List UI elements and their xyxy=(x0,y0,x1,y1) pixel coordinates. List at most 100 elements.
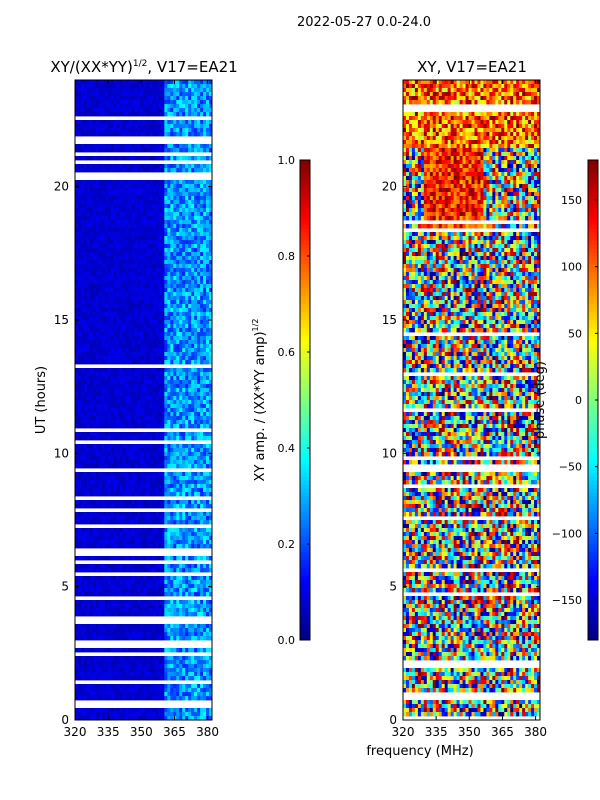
heatmap-cell xyxy=(185,556,189,561)
heatmap-cell xyxy=(167,148,171,153)
heatmap-cell xyxy=(83,264,88,269)
heatmap-cell xyxy=(128,372,132,377)
heatmap-cell xyxy=(89,480,94,485)
heatmap-cell xyxy=(158,348,162,353)
heatmap-cell xyxy=(146,196,150,201)
heatmap-cell xyxy=(128,332,132,337)
heatmap-cell xyxy=(185,564,189,569)
heatmap-cell xyxy=(155,436,159,441)
heatmap-cell xyxy=(158,276,162,281)
heatmap-cell xyxy=(170,460,174,465)
heatmap-cell xyxy=(194,384,198,389)
heatmap-cell xyxy=(209,400,213,405)
heatmap-cell xyxy=(194,96,198,101)
heatmap-cell xyxy=(143,300,147,305)
heatmap-cell xyxy=(176,272,180,277)
heatmap-cell xyxy=(134,120,138,125)
heatmap-cell xyxy=(95,376,100,381)
heatmap-cell xyxy=(137,264,141,269)
heatmap-cell xyxy=(125,432,130,437)
heatmap-cell xyxy=(131,384,135,389)
heatmap-cell xyxy=(77,208,82,213)
heatmap-cell xyxy=(173,292,177,297)
heatmap-cell xyxy=(200,536,204,541)
heatmap-cell xyxy=(122,556,127,561)
heatmap-cell xyxy=(173,348,177,353)
heatmap-cell xyxy=(161,124,165,129)
heatmap-cell xyxy=(149,216,153,221)
heatmap-cell xyxy=(146,392,150,397)
heatmap-cell xyxy=(80,584,85,589)
heatmap-cell xyxy=(158,204,162,209)
heatmap-cell xyxy=(119,464,124,469)
heatmap-cell xyxy=(104,380,109,385)
heatmap-cell xyxy=(128,200,132,205)
heatmap-cell xyxy=(197,256,201,261)
heatmap-cell xyxy=(75,288,79,293)
heatmap-cell xyxy=(110,92,115,97)
heatmap-cell xyxy=(155,216,159,221)
heatmap-cell xyxy=(161,576,165,581)
heatmap-cell xyxy=(110,112,115,117)
heatmap-cell xyxy=(197,232,201,237)
heatmap-cell xyxy=(75,232,79,237)
heatmap-cell xyxy=(173,168,177,173)
heatmap-cell xyxy=(194,568,198,573)
heatmap-cell xyxy=(182,168,186,173)
heatmap-cell xyxy=(164,132,168,137)
heatmap-cell xyxy=(131,156,135,161)
heatmap-cell xyxy=(119,332,124,337)
heatmap-cell xyxy=(107,108,112,113)
heatmap-cell xyxy=(173,312,177,317)
heatmap-cell xyxy=(179,492,183,497)
heatmap-cell xyxy=(86,504,91,509)
heatmap-cell xyxy=(122,148,127,153)
heatmap-cell xyxy=(119,112,124,117)
heatmap-cell xyxy=(194,380,198,385)
heatmap-cell xyxy=(113,216,118,221)
heatmap-cell xyxy=(77,408,82,413)
heatmap-cell xyxy=(107,576,112,581)
heatmap-cell xyxy=(173,476,177,481)
heatmap-cell xyxy=(122,96,127,101)
heatmap-cell xyxy=(131,464,135,469)
heatmap-cell xyxy=(191,420,195,425)
heatmap-cell xyxy=(149,464,153,469)
heatmap-cell xyxy=(128,268,132,273)
heatmap-cell xyxy=(104,464,109,469)
heatmap-cell xyxy=(179,92,183,97)
heatmap-cell xyxy=(188,348,192,353)
heatmap-cell xyxy=(155,464,159,469)
heatmap-cell xyxy=(75,168,79,173)
heatmap-cell xyxy=(200,412,204,417)
heatmap-cell xyxy=(140,312,144,317)
heatmap-cell xyxy=(191,132,195,137)
heatmap-cell xyxy=(110,84,115,89)
heatmap-cell xyxy=(182,100,186,105)
heatmap-cell xyxy=(98,480,103,485)
heatmap-cell xyxy=(80,476,85,481)
heatmap-cell xyxy=(203,112,207,117)
heatmap-cell xyxy=(119,228,124,233)
heatmap-cell xyxy=(182,344,186,349)
heatmap-cell xyxy=(137,300,141,305)
heatmap-cell xyxy=(137,476,141,481)
heatmap-cell xyxy=(95,92,100,97)
heatmap-cell xyxy=(134,480,138,485)
heatmap-cell xyxy=(134,196,138,201)
heatmap-cell xyxy=(179,540,183,545)
heatmap-cell xyxy=(170,244,174,249)
heatmap-cell xyxy=(95,252,100,257)
heatmap-cell xyxy=(98,80,103,85)
heatmap-cell xyxy=(209,280,213,285)
heatmap-cell xyxy=(179,392,183,397)
heatmap-cell xyxy=(176,108,180,113)
heatmap-cell xyxy=(134,272,138,277)
heatmap-cell xyxy=(143,456,147,461)
amplitude-panel-title: XY/(XX*YY)1/2, V17=EA21 xyxy=(50,58,237,76)
heatmap-cell xyxy=(113,544,118,549)
heatmap-cell xyxy=(134,456,138,461)
heatmap-cell xyxy=(75,396,79,401)
heatmap-cell xyxy=(191,296,195,301)
heatmap-cell xyxy=(191,236,195,241)
